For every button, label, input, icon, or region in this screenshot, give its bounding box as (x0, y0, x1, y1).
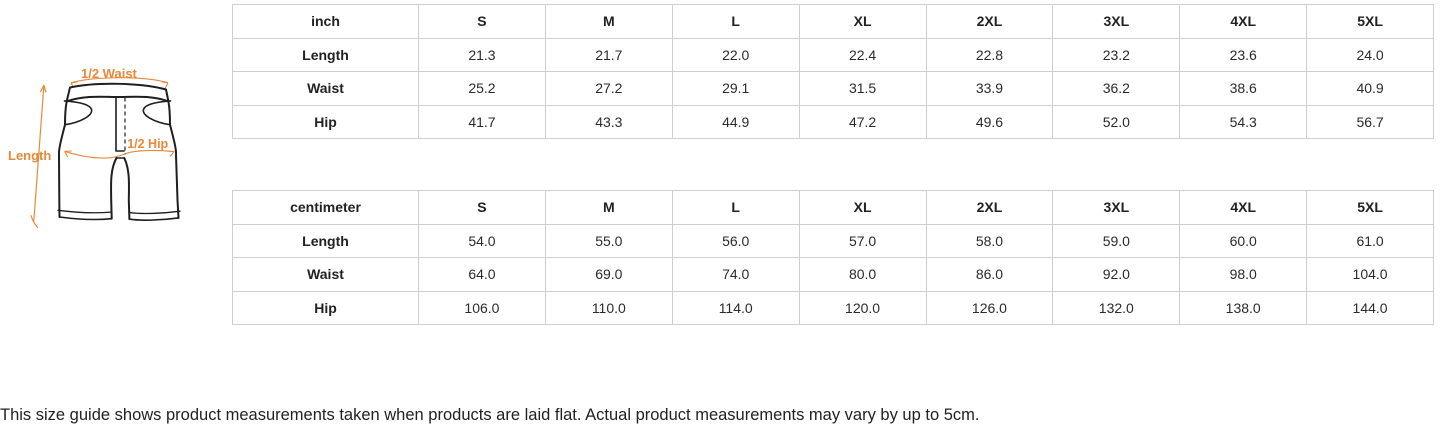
svg-text:1/2 Waist: 1/2 Waist (81, 66, 138, 81)
svg-text:Length: Length (8, 148, 51, 163)
svg-text:1/2 Hip: 1/2 Hip (127, 137, 168, 151)
